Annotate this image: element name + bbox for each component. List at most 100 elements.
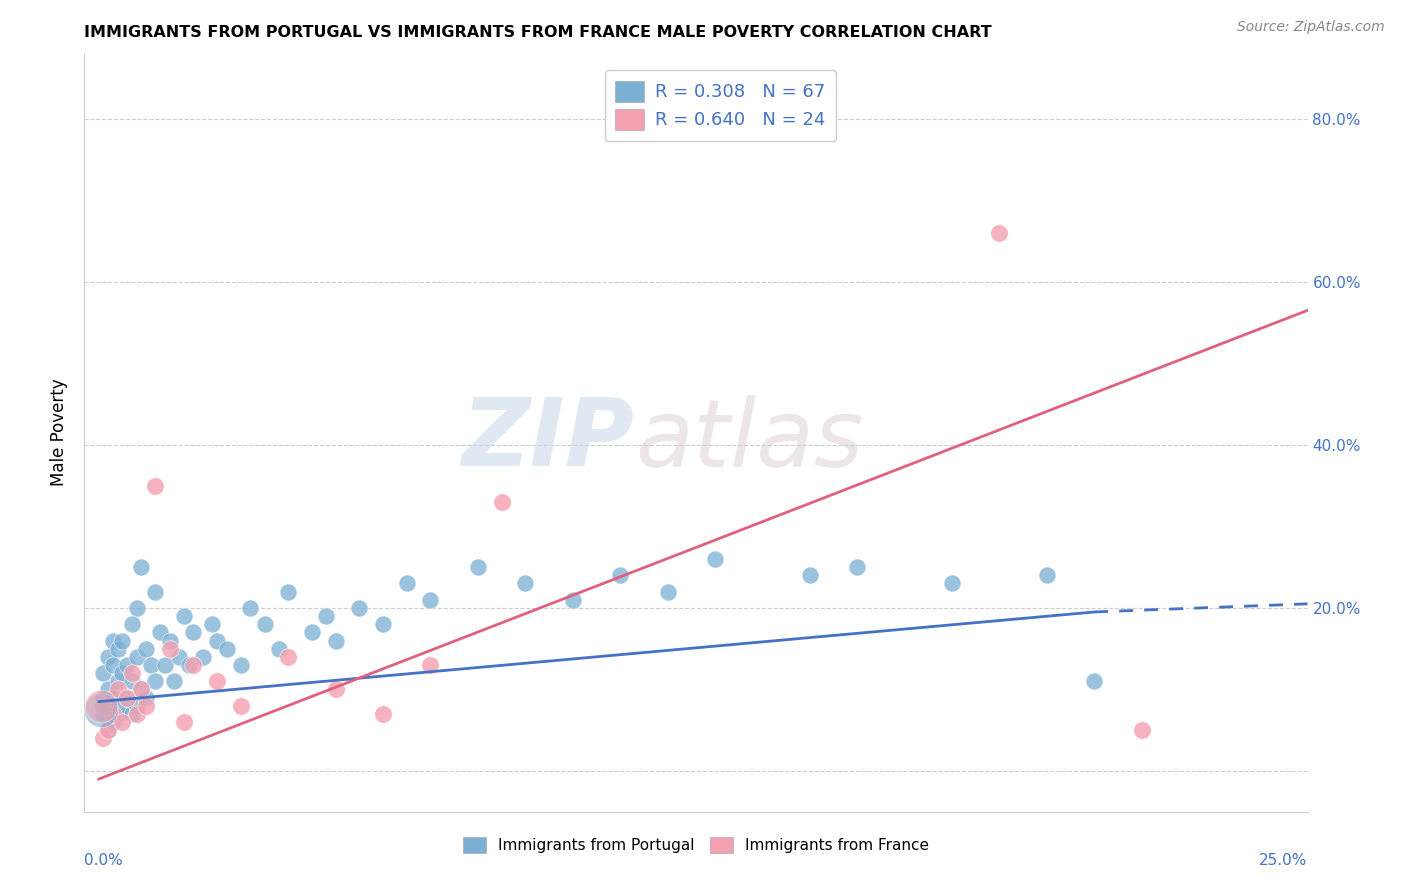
Point [101,706,124,721]
Point [91,706,114,721]
Point [846,560,869,574]
Point [107,674,129,689]
Point [277,649,299,664]
Text: ZIP: ZIP [463,394,636,486]
Point [125,649,148,664]
Text: 25.0%: 25.0% [1260,854,1308,869]
Point [90,703,112,717]
Point [90,698,112,713]
Point [153,657,176,672]
Point [229,698,252,713]
Text: atlas: atlas [636,394,863,486]
Point [101,714,124,729]
Point [191,649,214,664]
Point [215,641,238,656]
Point [101,690,124,705]
Point [301,625,323,640]
Point [229,657,252,672]
Point [703,552,725,566]
Point [91,690,114,705]
Point [183,657,205,672]
Point [325,682,347,697]
Point [253,617,276,632]
Point [167,649,190,664]
Point [129,682,152,697]
Point [159,633,181,648]
Point [1083,674,1105,689]
Point [183,625,205,640]
Point [135,698,157,713]
Point [145,584,167,599]
Point [173,714,195,729]
Point [799,568,821,582]
Point [91,666,114,681]
Point [205,633,228,648]
Point [115,690,138,705]
Point [657,584,679,599]
Point [97,649,120,664]
Point [205,674,228,689]
Point [115,657,138,672]
Point [159,641,181,656]
Y-axis label: Male Poverty: Male Poverty [51,379,69,486]
Point [97,698,120,713]
Point [941,576,963,591]
Point [135,641,157,656]
Point [371,617,394,632]
Point [121,617,143,632]
Point [125,706,148,721]
Point [121,666,143,681]
Point [561,592,583,607]
Point [121,674,143,689]
Point [315,609,337,624]
Point [91,731,114,746]
Point [111,714,134,729]
Point [173,609,195,624]
Point [121,706,143,721]
Point [145,674,167,689]
Point [609,568,631,582]
Point [149,625,172,640]
Point [107,682,129,697]
Point [419,592,441,607]
Point [239,601,262,615]
Point [91,698,114,713]
Point [201,617,224,632]
Point [349,601,371,615]
Point [129,682,152,697]
Point [467,560,489,574]
Point [111,666,134,681]
Point [101,657,124,672]
Point [491,495,513,509]
Point [135,690,157,705]
Point [107,706,129,721]
Point [129,560,152,574]
Legend: Immigrants from Portugal, Immigrants from France: Immigrants from Portugal, Immigrants fro… [456,830,936,861]
Text: Source: ZipAtlas.com: Source: ZipAtlas.com [1237,20,1385,34]
Point [267,641,290,656]
Point [1036,568,1059,582]
Point [395,576,418,591]
Point [97,723,120,738]
Point [515,576,537,591]
Point [125,601,148,615]
Point [325,633,347,648]
Point [111,633,134,648]
Point [97,682,120,697]
Point [988,226,1011,240]
Point [115,690,138,705]
Text: 0.0%: 0.0% [84,854,124,869]
Point [101,633,124,648]
Point [145,478,167,492]
Point [163,674,186,689]
Point [107,641,129,656]
Point [277,584,299,599]
Point [177,657,200,672]
Point [97,723,120,738]
Point [419,657,441,672]
Text: IMMIGRANTS FROM PORTUGAL VS IMMIGRANTS FROM FRANCE MALE POVERTY CORRELATION CHAR: IMMIGRANTS FROM PORTUGAL VS IMMIGRANTS F… [84,25,993,40]
Point [1130,723,1153,738]
Point [125,698,148,713]
Point [111,698,134,713]
Point [371,706,394,721]
